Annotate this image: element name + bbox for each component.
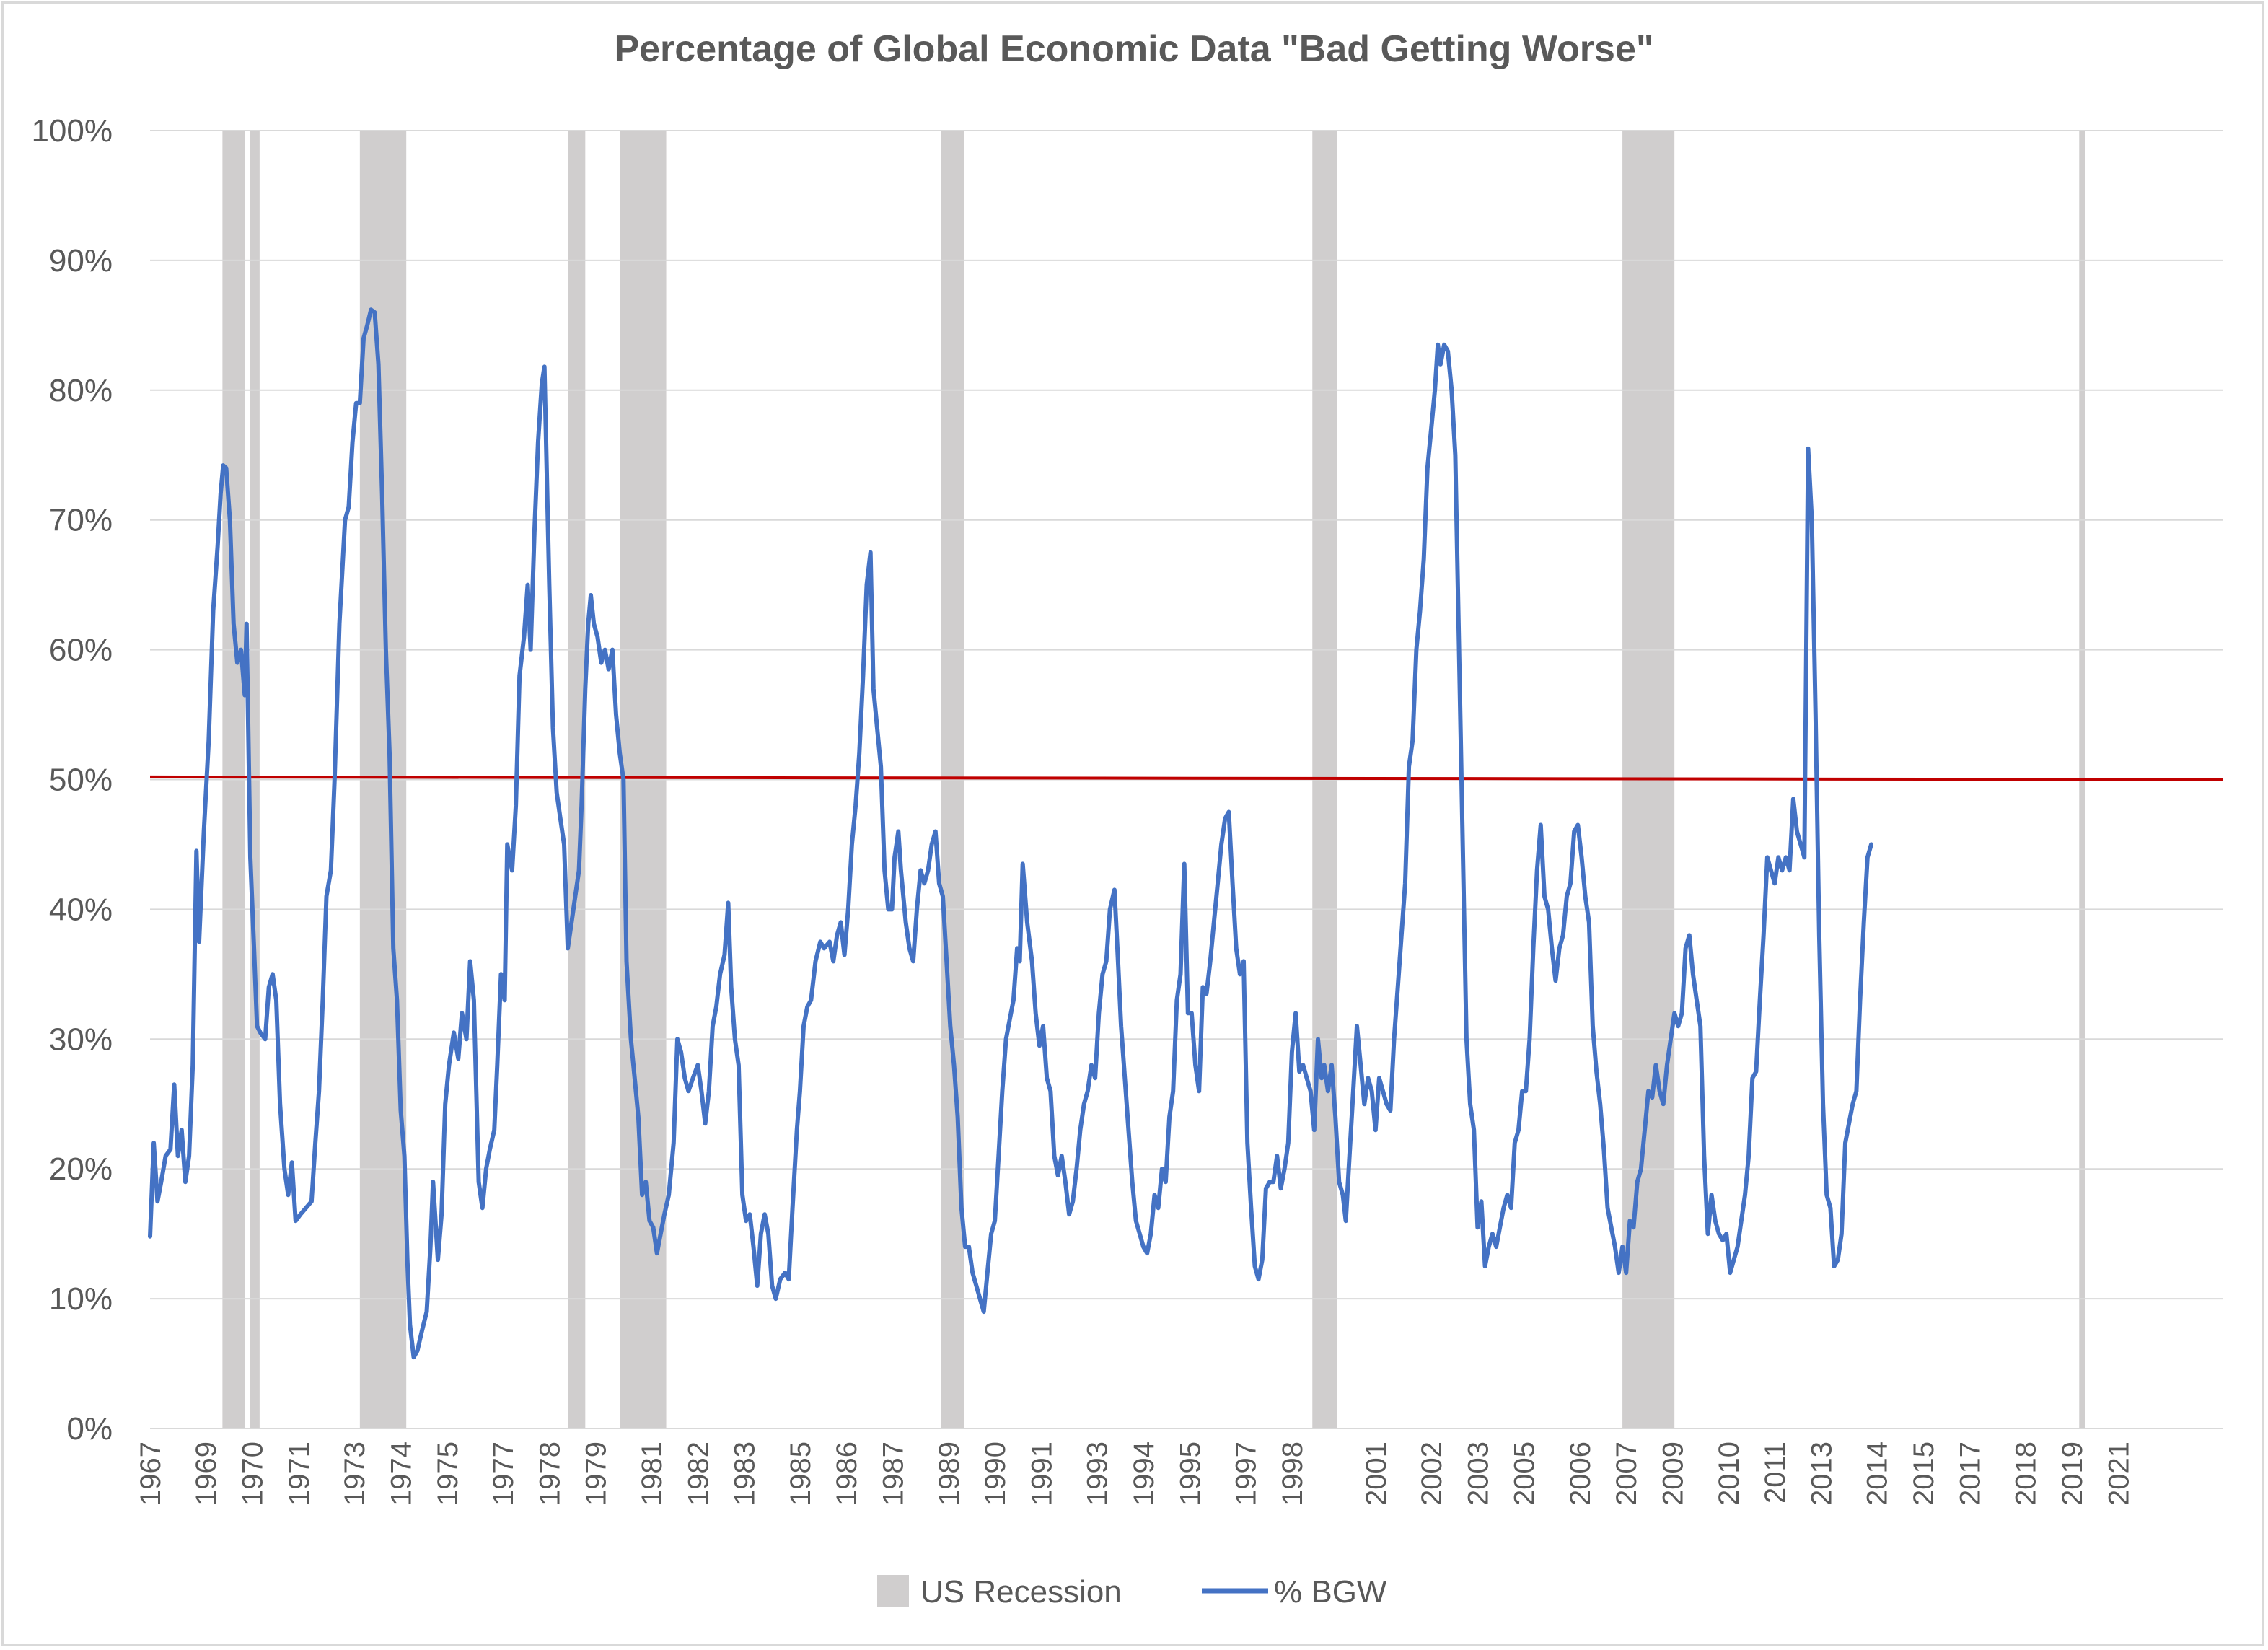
legend-bgw-label: % BGW <box>1274 1574 1387 1610</box>
x-tick-label: 1986 <box>831 1441 863 1506</box>
x-tick-label: 1994 <box>1128 1441 1160 1506</box>
x-tick-label: 1970 <box>237 1441 269 1506</box>
y-tick-label: 40% <box>49 892 113 927</box>
x-tick-label: 1997 <box>1231 1441 1262 1506</box>
x-tick-label: 2007 <box>1611 1441 1643 1506</box>
x-tick-label: 1998 <box>1277 1441 1309 1506</box>
x-tick-label: 2001 <box>1361 1441 1392 1506</box>
x-tick-label: 1967 <box>135 1441 167 1506</box>
y-tick-label: 0% <box>66 1411 113 1447</box>
series-line-bgw <box>148 307 1873 1360</box>
legend-recession-label: US Recession <box>920 1574 1122 1610</box>
x-tick-label: 2017 <box>1954 1441 1986 1506</box>
y-tick-label: 80% <box>49 373 113 408</box>
x-tick-label: 2021 <box>2103 1441 2135 1506</box>
x-tick-label: 1977 <box>488 1441 519 1506</box>
x-tick-label: 1989 <box>933 1441 965 1506</box>
x-tick-label: 2005 <box>1509 1441 1541 1506</box>
x-tick-label: 1983 <box>729 1441 761 1506</box>
x-tick-label: 1982 <box>682 1441 714 1506</box>
x-tick-label: 2011 <box>1759 1441 1791 1504</box>
x-tick-label: 1975 <box>432 1441 464 1506</box>
x-tick-label: 1981 <box>636 1441 668 1506</box>
gridlines <box>150 130 2223 1429</box>
series-layer <box>148 307 1873 1360</box>
legend-recession-swatch <box>877 1575 909 1607</box>
x-tick-label: 1991 <box>1026 1441 1058 1506</box>
y-tick-label: 20% <box>49 1151 113 1187</box>
x-tick-label: 1978 <box>534 1441 566 1506</box>
y-tick-label: 10% <box>49 1281 113 1317</box>
x-tick-label: 2006 <box>1565 1441 1596 1506</box>
x-tick-label: 1971 <box>284 1441 315 1506</box>
y-axis-ticks: 0% 10% 20% 30% 40% 50% 60% 70% 80% 90% 100% <box>31 113 113 1447</box>
x-tick-label: 1990 <box>980 1441 1011 1506</box>
legend: US Recession % BGW <box>877 1574 1387 1610</box>
x-tick-label: 1974 <box>385 1441 417 1506</box>
x-tick-label: 2010 <box>1713 1441 1745 1506</box>
x-tick-label: 1979 <box>581 1441 612 1506</box>
x-tick-label: 2003 <box>1462 1441 1494 1506</box>
reference-line-50 <box>149 775 2224 781</box>
y-tick-label: 30% <box>49 1022 113 1057</box>
x-tick-label: 1969 <box>190 1441 222 1506</box>
y-tick-label: 90% <box>49 243 113 278</box>
x-tick-label: 1995 <box>1174 1441 1206 1506</box>
x-tick-label: 1985 <box>785 1441 817 1506</box>
reference-line-layer <box>149 775 2224 781</box>
x-tick-label: 2015 <box>1908 1441 1940 1506</box>
y-tick-label: 100% <box>31 113 113 149</box>
y-tick-label: 50% <box>49 763 113 798</box>
y-tick-label: 60% <box>49 633 113 668</box>
x-axis-ticks: 1967 1969 1970 1971 1973 1974 1975 1977 1978 1979… <box>135 1441 2135 1506</box>
chart-title: Percentage of Global Economic Data "Bad … <box>614 28 1654 70</box>
x-tick-label: 2002 <box>1416 1441 1448 1506</box>
x-tick-label: 2014 <box>1862 1441 1894 1506</box>
x-tick-label: 1993 <box>1082 1441 1114 1506</box>
x-tick-label: 1987 <box>878 1441 910 1506</box>
x-tick-label: 2013 <box>1806 1441 1837 1506</box>
x-tick-label: 1973 <box>339 1441 371 1506</box>
y-tick-label: 70% <box>49 503 113 538</box>
x-tick-label: 2018 <box>2010 1441 2042 1506</box>
x-tick-label: 2019 <box>2057 1441 2088 1506</box>
x-tick-label: 2009 <box>1658 1441 1689 1506</box>
